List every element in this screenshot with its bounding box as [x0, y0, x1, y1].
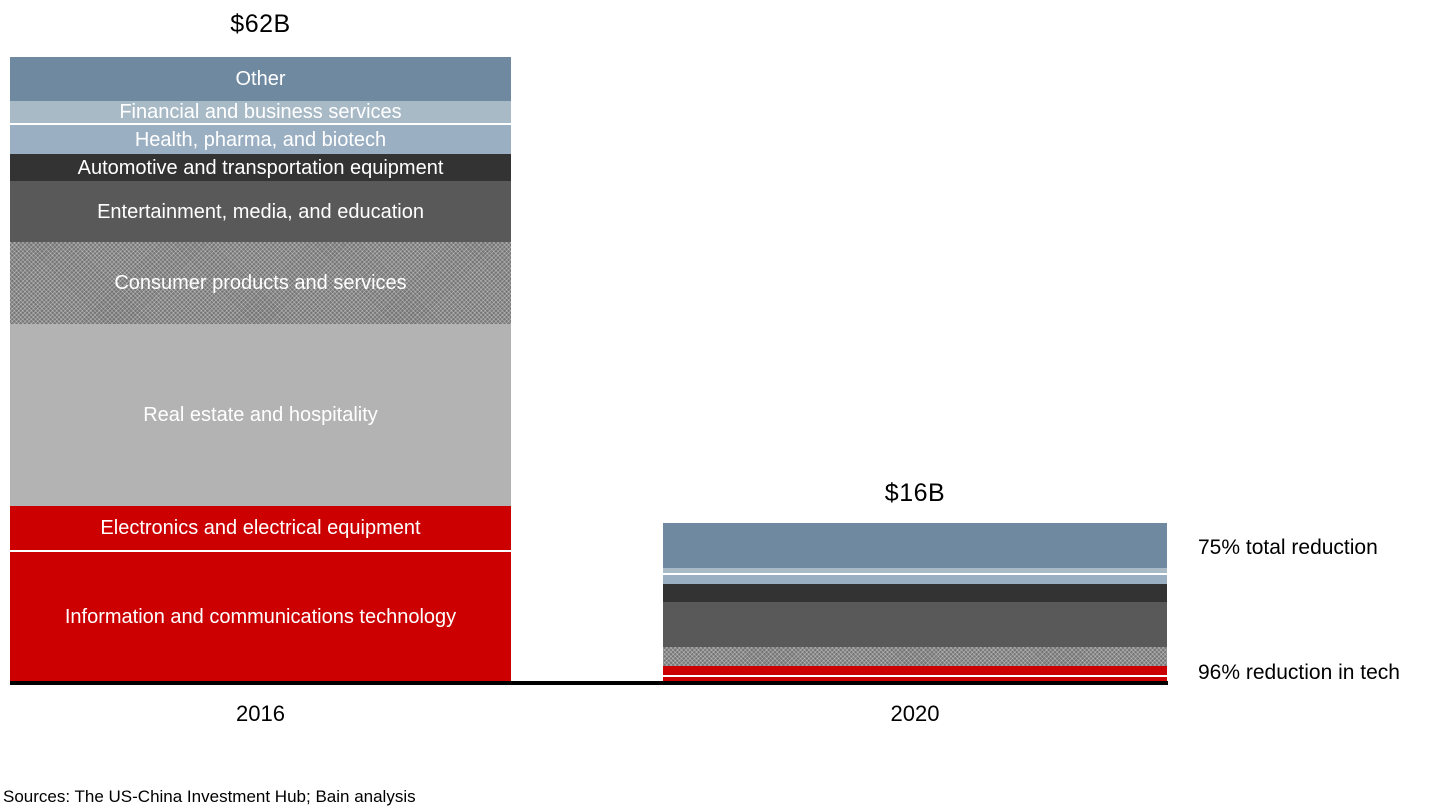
bar-segment-entertainment-2016: Entertainment, media, and education [10, 181, 511, 242]
segment-label-consumer: Consumer products and services [114, 272, 407, 294]
segment-label-other: Other [235, 68, 286, 90]
bar-segment-health-2020 [663, 573, 1167, 584]
bar-segment-health-2016: Health, pharma, and biotech [10, 123, 511, 154]
bar-segment-automotive-2020 [663, 584, 1167, 602]
bar-segment-other-2020 [663, 523, 1167, 568]
bar-segment-electronics-2020 [663, 666, 1167, 675]
category-label-2020: 2020 [890, 701, 940, 726]
total-label-2016: $62B [230, 10, 291, 38]
segment-label-financial: Financial and business services [119, 101, 402, 123]
annotation-total-reduction: 75% total reduction [1198, 536, 1378, 559]
segment-label-automotive: Automotive and transportation equipment [77, 156, 444, 179]
category-label-2016: 2016 [236, 701, 285, 726]
bar-segment-electronics-2016: Electronics and electrical equipment [10, 506, 511, 550]
segment-label-real-estate: Real estate and hospitality [143, 404, 378, 426]
annotation-tech-reduction: 96% reduction in tech [1198, 661, 1400, 684]
total-label-2020: $16B [884, 479, 946, 507]
stacked-bar-2016: Information and communications technolog… [10, 57, 511, 681]
segment-label-health: Health, pharma, and biotech [134, 128, 387, 151]
bar-segment-consumer-2020 [663, 647, 1167, 666]
segment-label-entertainment: Entertainment, media, and education [97, 200, 424, 223]
bar-segment-entertainment-2020 [663, 602, 1167, 647]
stacked-bar-2020 [663, 523, 1167, 681]
bar-segment-real-estate-2016: Real estate and hospitality [10, 324, 511, 506]
bar-segment-ict-2020 [663, 675, 1167, 681]
segment-label-electronics: Electronics and electrical equipment [100, 517, 421, 539]
bar-segment-ict-2016: Information and communications technolog… [10, 550, 511, 681]
bar-segment-automotive-2016: Automotive and transportation equipment [10, 154, 511, 181]
sources-note: Sources: The US-China Investment Hub; Ba… [3, 787, 416, 806]
x-axis-line [10, 681, 1168, 685]
bar-segment-financial-2016: Financial and business services [10, 101, 511, 123]
segment-label-ict: Information and communications technolog… [64, 605, 457, 628]
bar-segment-consumer-2016: Consumer products and services [10, 242, 511, 324]
bar-segment-financial-2020 [663, 568, 1167, 573]
bar-segment-other-2016: Other [10, 57, 511, 101]
